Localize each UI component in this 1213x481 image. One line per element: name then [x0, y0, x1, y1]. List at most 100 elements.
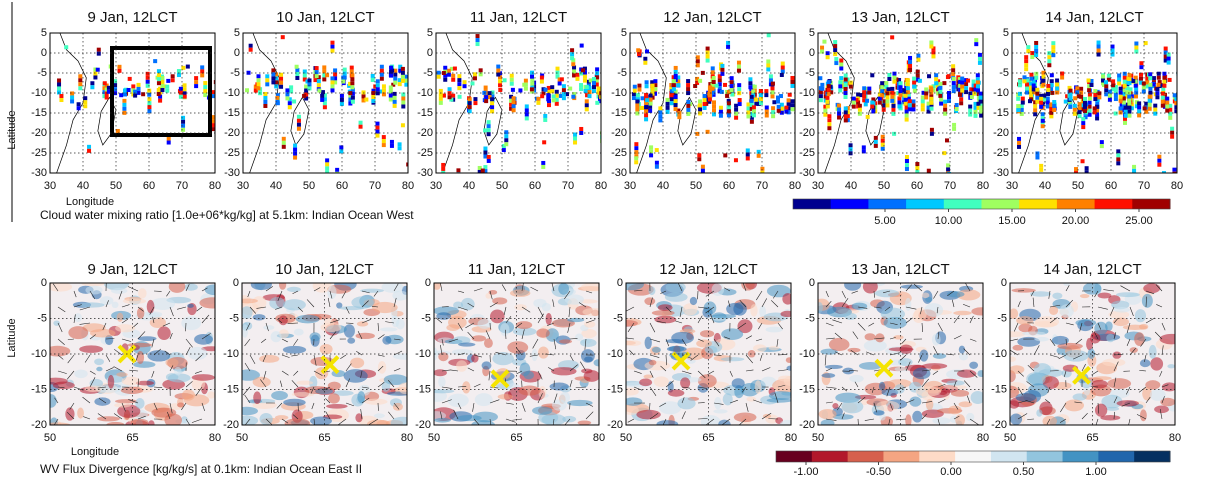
- cloud-cell: [1069, 97, 1073, 101]
- x-tick-label: 50: [236, 432, 248, 444]
- x-tick-label: 50: [1004, 432, 1016, 444]
- cloud-cell: [844, 78, 848, 82]
- divergence-blob: [1095, 404, 1107, 417]
- cloud-cell: [938, 94, 942, 98]
- y-tick-label: -5: [423, 67, 433, 79]
- divergence-blob: [53, 382, 75, 390]
- divergence-blob: [578, 420, 592, 425]
- cloud-cell: [844, 83, 848, 87]
- divergence-blob: [516, 321, 532, 329]
- cloud-cell: [698, 111, 702, 115]
- cloud-cell: [575, 73, 579, 77]
- colorbar-swatch: [1057, 199, 1095, 209]
- cloud-cell: [595, 67, 599, 71]
- cloud-cell: [117, 65, 121, 69]
- cloud-cell: [943, 112, 947, 116]
- cloud-cell: [1083, 105, 1087, 109]
- cloud-cell: [905, 114, 909, 118]
- cloud-cell: [1052, 100, 1056, 104]
- cloud-cell: [1055, 90, 1059, 94]
- cloud-cell: [1164, 47, 1168, 51]
- cloud-cell: [1018, 83, 1022, 87]
- cloud-cell: [504, 142, 508, 146]
- panel-title: 14 Jan, 12LCT: [1045, 9, 1143, 26]
- divergence-blob: [865, 333, 876, 340]
- cloud-cell: [686, 87, 690, 91]
- cloud-cell: [635, 103, 639, 107]
- cloud-cell: [1097, 45, 1101, 49]
- divergence-blob: [652, 310, 675, 316]
- cloud-cell: [1034, 53, 1038, 57]
- cloud-cell: [929, 97, 933, 101]
- cloud-cell: [1093, 97, 1097, 101]
- panel-title: 14 Jan, 12LCT: [1043, 261, 1141, 278]
- cloud-cell: [556, 71, 560, 75]
- cloud-cell: [826, 55, 830, 59]
- cloud-cell: [1097, 95, 1101, 99]
- cloud-cell: [78, 74, 82, 78]
- cloud-cell: [934, 73, 938, 77]
- cloud-cell: [908, 56, 912, 60]
- cloud-cell: [147, 97, 151, 101]
- x-tick-label: 30: [1006, 180, 1018, 192]
- cloud-cell: [1095, 116, 1099, 120]
- divergence-blob: [1012, 288, 1036, 292]
- divergence-blob: [909, 396, 921, 406]
- cloud-cell: [525, 116, 529, 120]
- cloud-cell: [481, 169, 485, 173]
- cloud-cell: [890, 95, 894, 99]
- y-tick-label: -25: [611, 147, 627, 159]
- cloud-cell: [644, 93, 648, 97]
- cloud-cell: [852, 105, 856, 109]
- cloud-cell: [703, 98, 707, 102]
- y-tick-label: 0: [809, 277, 815, 289]
- cloud-cell: [1131, 79, 1135, 83]
- panel: 9 Jan, 12LCT30405060708050-5-10-15-20-25…: [31, 9, 221, 192]
- cloud-cell: [93, 75, 97, 79]
- cloud-cell: [781, 66, 785, 70]
- cloud-cell: [1119, 95, 1123, 99]
- cloud-cell: [451, 74, 455, 78]
- cloud-cell: [655, 148, 659, 152]
- cloud-cell: [658, 118, 662, 122]
- cloud-cell: [271, 68, 275, 72]
- cloud-cell: [938, 82, 942, 86]
- cloud-cell: [57, 86, 61, 90]
- cloud-cell: [1107, 74, 1111, 78]
- cloud-cell: [335, 168, 339, 172]
- cloud-cell: [131, 84, 135, 88]
- divergence-blob: [77, 407, 84, 418]
- panel-title: 11 Jan, 12LCT: [468, 261, 565, 278]
- cloud-cell: [389, 74, 393, 78]
- divergence-blob: [148, 420, 154, 427]
- x-tick-label: 60: [723, 180, 735, 192]
- cloud-cell: [737, 83, 741, 87]
- cloud-cell: [644, 117, 648, 121]
- cloud-cell: [1137, 113, 1141, 117]
- divergence-blob: [157, 326, 170, 340]
- cloud-cell: [635, 111, 639, 115]
- cloud-cell: [757, 154, 761, 158]
- cloud-cell: [83, 96, 87, 100]
- divergence-blob: [252, 296, 266, 310]
- divergence-blob: [1063, 350, 1088, 362]
- divergence-blob: [1064, 399, 1084, 411]
- cloud-cell: [670, 97, 674, 101]
- cloud-cell: [674, 66, 678, 70]
- x-tick-label: 70: [1138, 180, 1150, 192]
- y-tick-label: -5: [999, 67, 1009, 79]
- cloud-cell: [160, 84, 164, 88]
- cloud-cell: [1021, 97, 1025, 101]
- cloud-cell: [746, 110, 750, 114]
- cloud-cell: [552, 94, 556, 98]
- divergence-blob: [327, 286, 336, 299]
- cloud-cell: [128, 77, 132, 81]
- divergence-blob: [657, 420, 679, 428]
- cloud-cell: [706, 51, 710, 55]
- x-tick-label: 60: [911, 180, 923, 192]
- cloud-cell: [484, 86, 488, 90]
- y-tick-label: -10: [799, 87, 815, 99]
- cloud-cell: [632, 96, 636, 100]
- divergence-blob: [165, 358, 178, 366]
- colorbar-label: 25.00: [1125, 215, 1153, 227]
